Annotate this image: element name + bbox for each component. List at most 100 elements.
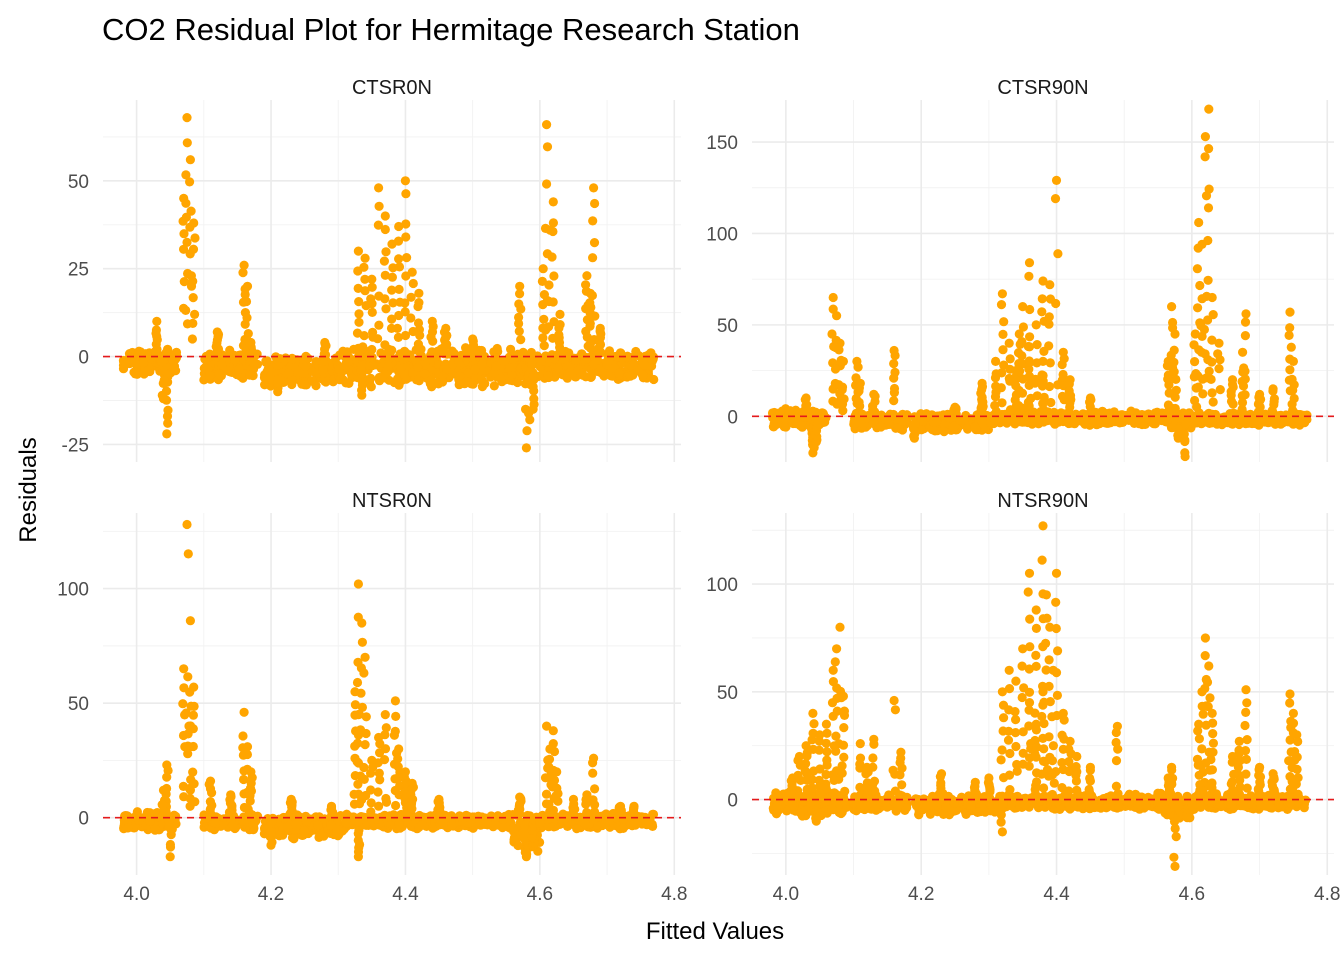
data-point bbox=[991, 406, 1001, 417]
data-point bbox=[381, 247, 391, 257]
data-point bbox=[613, 352, 623, 362]
data-point bbox=[381, 304, 391, 314]
data-point bbox=[392, 374, 403, 384]
data-point bbox=[480, 379, 490, 389]
data-point bbox=[1288, 385, 1298, 395]
data-point bbox=[387, 285, 397, 295]
data-point bbox=[630, 811, 640, 821]
data-point bbox=[1024, 271, 1034, 281]
data-point bbox=[395, 297, 405, 307]
data-point bbox=[162, 772, 172, 782]
data-point bbox=[238, 268, 248, 278]
data-point bbox=[830, 657, 840, 667]
data-point bbox=[230, 355, 240, 365]
data-point bbox=[839, 723, 849, 733]
data-point bbox=[407, 804, 417, 814]
data-point bbox=[1253, 407, 1263, 417]
y-tick-label: 50 bbox=[68, 694, 89, 715]
data-point bbox=[539, 290, 550, 300]
data-point bbox=[1169, 345, 1179, 355]
data-point bbox=[837, 399, 848, 409]
data-point bbox=[928, 800, 938, 810]
data-point bbox=[344, 378, 354, 388]
data-point bbox=[528, 371, 538, 381]
data-point bbox=[157, 390, 167, 400]
data-point bbox=[1189, 372, 1199, 382]
data-point bbox=[165, 839, 175, 850]
data-point bbox=[998, 329, 1008, 339]
data-point bbox=[1004, 338, 1014, 348]
data-point bbox=[273, 375, 283, 385]
data-point bbox=[772, 801, 782, 811]
data-point bbox=[447, 821, 457, 831]
data-point bbox=[861, 769, 871, 779]
data-point bbox=[497, 823, 508, 833]
data-point bbox=[375, 775, 385, 785]
data-point bbox=[572, 824, 582, 834]
data-point bbox=[179, 277, 189, 287]
data-point bbox=[239, 707, 249, 717]
data-point bbox=[178, 216, 188, 226]
data-point bbox=[977, 417, 988, 427]
data-point bbox=[132, 369, 142, 379]
data-point bbox=[413, 301, 423, 312]
data-point bbox=[400, 330, 411, 341]
data-point bbox=[1164, 380, 1174, 390]
data-point bbox=[121, 359, 131, 369]
data-point bbox=[606, 371, 616, 381]
data-point bbox=[394, 744, 404, 754]
data-point bbox=[188, 767, 198, 777]
data-point bbox=[439, 342, 450, 352]
y-tick-label: 150 bbox=[706, 133, 738, 154]
data-point bbox=[828, 665, 838, 675]
data-point bbox=[828, 677, 839, 687]
data-point bbox=[839, 710, 850, 721]
data-point bbox=[287, 353, 297, 363]
data-point bbox=[1115, 416, 1125, 426]
data-point bbox=[189, 218, 199, 228]
data-point bbox=[1194, 217, 1204, 228]
data-point bbox=[1237, 404, 1247, 414]
data-point bbox=[1020, 413, 1030, 424]
data-point bbox=[1026, 393, 1036, 403]
data-point bbox=[889, 695, 899, 706]
data-point bbox=[1238, 347, 1248, 357]
data-point bbox=[140, 365, 150, 375]
data-point bbox=[401, 189, 411, 199]
data-point bbox=[1206, 374, 1216, 384]
data-point bbox=[181, 170, 191, 180]
data-point bbox=[380, 710, 390, 720]
data-point bbox=[354, 309, 364, 319]
data-point bbox=[855, 401, 865, 411]
data-point bbox=[239, 260, 249, 270]
data-point bbox=[1238, 415, 1248, 426]
data-point bbox=[183, 672, 193, 682]
data-point bbox=[1238, 367, 1248, 377]
data-point bbox=[391, 711, 401, 722]
data-point bbox=[1238, 381, 1249, 391]
data-point bbox=[827, 804, 837, 814]
data-point bbox=[387, 314, 397, 324]
data-point bbox=[1170, 329, 1180, 339]
data-point bbox=[854, 386, 864, 396]
data-point bbox=[185, 793, 195, 803]
data-point bbox=[544, 762, 554, 772]
data-points bbox=[767, 104, 1312, 462]
data-point bbox=[1010, 416, 1021, 426]
data-point bbox=[182, 519, 192, 530]
data-point bbox=[401, 219, 411, 229]
data-point bbox=[814, 745, 824, 755]
data-point bbox=[498, 355, 508, 366]
data-point bbox=[207, 788, 217, 798]
data-point bbox=[618, 823, 628, 834]
y-tick-label: 50 bbox=[68, 172, 89, 193]
data-point bbox=[240, 289, 250, 300]
data-point bbox=[326, 820, 336, 830]
data-point bbox=[366, 807, 376, 817]
data-point bbox=[367, 299, 377, 309]
data-point bbox=[1191, 383, 1201, 393]
data-point bbox=[1215, 355, 1225, 365]
data-point bbox=[400, 176, 410, 186]
data-point bbox=[406, 292, 416, 302]
